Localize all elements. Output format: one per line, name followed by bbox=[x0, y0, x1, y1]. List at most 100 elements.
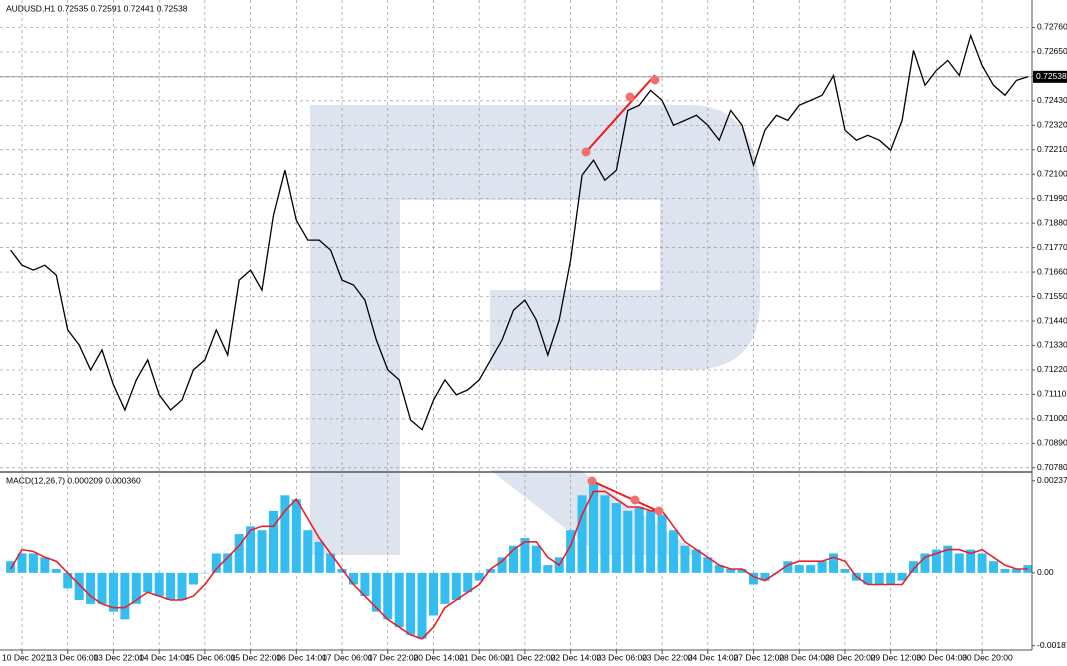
x-tick-label: 16 Dec 14:00 bbox=[276, 652, 327, 662]
histogram-bar bbox=[154, 572, 164, 597]
histogram-bar bbox=[589, 483, 598, 573]
histogram-bar bbox=[966, 549, 976, 573]
histogram-bar bbox=[680, 545, 690, 573]
trend-point bbox=[650, 75, 660, 85]
x-tick-label: 13 Dec 06:00 bbox=[48, 652, 99, 662]
histogram-bar bbox=[840, 568, 850, 573]
x-tick-label: 15 Dec 22:00 bbox=[231, 652, 282, 662]
histogram-bar bbox=[634, 506, 644, 573]
x-tick-label: 23 Dec 22:00 bbox=[642, 652, 693, 662]
x-tick-label: 29 Dec 12:00 bbox=[871, 652, 922, 662]
histogram-bar bbox=[28, 553, 38, 573]
trend-point bbox=[587, 476, 597, 486]
last-price-box bbox=[1033, 70, 1067, 83]
histogram-bar bbox=[806, 565, 816, 573]
histogram-bar bbox=[989, 561, 999, 573]
histogram-bar bbox=[200, 572, 210, 574]
histogram-bar bbox=[531, 545, 541, 573]
x-tick-label: 17 Dec 22:00 bbox=[368, 652, 419, 662]
histogram-bar bbox=[234, 534, 244, 573]
x-tick-label: 20 Dec 14:00 bbox=[413, 652, 464, 662]
histogram-bar bbox=[371, 572, 381, 612]
histogram-bar bbox=[120, 572, 130, 620]
y-tick-label: 0.72430 bbox=[1037, 95, 1067, 105]
histogram-bar bbox=[783, 561, 793, 573]
histogram-bar bbox=[360, 572, 370, 597]
histogram-bar bbox=[577, 495, 587, 573]
histogram-bar bbox=[406, 572, 416, 635]
y-tick-label: 0.71110 bbox=[1037, 389, 1067, 399]
histogram-bar bbox=[108, 572, 118, 612]
histogram-bar bbox=[600, 495, 610, 573]
grid bbox=[0, 0, 1035, 654]
price-header: AUDUSD,H1 0.72535 0.72591 0.72441 0.7253… bbox=[6, 3, 188, 13]
histogram-bar bbox=[863, 572, 873, 585]
histogram-bar bbox=[211, 553, 221, 573]
histogram-bar bbox=[17, 553, 27, 573]
histogram-bar bbox=[897, 572, 907, 581]
x-tick-label: 14 Dec 14:00 bbox=[139, 652, 190, 662]
y-tick-label: 0.71440 bbox=[1037, 315, 1067, 325]
histogram-bar bbox=[703, 557, 713, 573]
y-tick-label: 0.002374 bbox=[1037, 475, 1067, 485]
histogram-bar bbox=[497, 557, 507, 573]
histogram-bar bbox=[691, 549, 701, 573]
histogram-bar bbox=[760, 572, 770, 581]
x-tick-label: 23 Dec 06:00 bbox=[596, 652, 647, 662]
x-tick-label: 22 Dec 14:00 bbox=[551, 652, 602, 662]
histogram-bar bbox=[246, 526, 256, 573]
x-tick-label: 27 Dec 12:00 bbox=[734, 652, 785, 662]
histogram-bar bbox=[486, 568, 496, 573]
x-tick-label: 15 Dec 06:00 bbox=[185, 652, 236, 662]
histogram-bar bbox=[543, 565, 553, 573]
macd-header: MACD(12,26,7) 0.000209 0.000360 bbox=[6, 475, 141, 485]
trend-annotations bbox=[581, 74, 664, 516]
trend-point bbox=[630, 495, 640, 505]
y-tick-label: 0.71330 bbox=[1037, 340, 1067, 350]
histogram-bar bbox=[177, 572, 187, 600]
histogram-bar bbox=[920, 553, 930, 573]
y-tick-label: 0.00 bbox=[1037, 567, 1054, 577]
histogram-bar bbox=[611, 503, 621, 573]
histogram-bar bbox=[51, 568, 61, 573]
signal-line bbox=[9, 490, 1028, 640]
y-tick-label: 0.72210 bbox=[1037, 144, 1067, 154]
histogram-bar bbox=[474, 572, 484, 581]
histogram-bar bbox=[508, 545, 518, 573]
histogram-bar bbox=[749, 572, 759, 585]
histogram-bar bbox=[451, 572, 461, 600]
histogram-bar bbox=[223, 553, 233, 573]
y-tick-label: 0.71990 bbox=[1037, 193, 1067, 203]
y-tick-label: 0.71880 bbox=[1037, 217, 1067, 227]
x-tick-label: 24 Dec 14:00 bbox=[688, 652, 739, 662]
y-tick-label: -0.001878 bbox=[1037, 640, 1067, 650]
x-tick-label: 21 Dec 22:00 bbox=[505, 652, 556, 662]
histogram-bar bbox=[977, 553, 987, 573]
y-tick-label: 0.72760 bbox=[1037, 22, 1067, 32]
trend-point bbox=[654, 506, 664, 516]
last-price-label: 0.72538 bbox=[1036, 71, 1067, 81]
y-tick-label: 0.72320 bbox=[1037, 120, 1067, 130]
histogram-bar bbox=[874, 572, 884, 585]
histogram-bar bbox=[1011, 568, 1021, 573]
histogram-bar bbox=[463, 572, 473, 593]
y-tick-label: 0.71000 bbox=[1037, 413, 1067, 423]
histogram-bar bbox=[63, 572, 73, 589]
x-tick-label: 28 Dec 20:00 bbox=[825, 652, 876, 662]
price-line bbox=[10, 33, 1028, 431]
y-tick-label: 0.70780 bbox=[1037, 462, 1067, 472]
histogram-bar bbox=[143, 572, 153, 593]
histogram-bar bbox=[131, 572, 141, 604]
histogram-bar bbox=[886, 572, 896, 585]
x-tick-label: 21 Dec 06:00 bbox=[459, 652, 510, 662]
trend-line bbox=[585, 74, 656, 153]
histogram-bar bbox=[931, 549, 941, 573]
histogram-bar bbox=[6, 561, 16, 573]
histogram-bar bbox=[394, 572, 404, 628]
histogram-bar bbox=[268, 510, 278, 573]
histogram-bar bbox=[40, 557, 50, 573]
histogram-bar bbox=[86, 572, 96, 604]
histogram-bar bbox=[794, 565, 804, 573]
histogram-bar bbox=[657, 514, 667, 573]
